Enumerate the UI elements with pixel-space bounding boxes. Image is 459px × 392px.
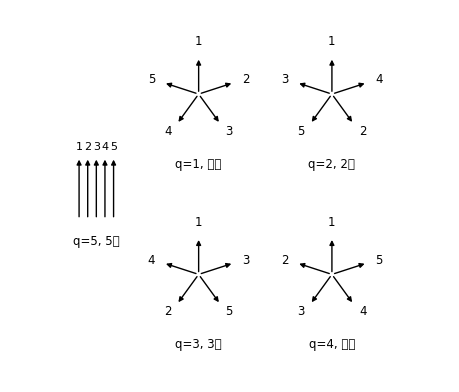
- Text: q=4, 负序: q=4, 负序: [308, 338, 354, 351]
- Text: 3: 3: [93, 142, 100, 152]
- Text: 4: 4: [164, 125, 171, 138]
- Text: 1: 1: [327, 216, 335, 229]
- Text: 1: 1: [195, 216, 202, 229]
- Text: q=5, 5序: q=5, 5序: [73, 235, 119, 248]
- Text: 2: 2: [164, 305, 171, 318]
- Text: 1: 1: [327, 35, 335, 48]
- Text: 1: 1: [75, 142, 83, 152]
- Text: 2: 2: [242, 73, 249, 86]
- Text: 5: 5: [110, 142, 117, 152]
- Text: 4: 4: [375, 73, 382, 86]
- Text: q=1, 正序: q=1, 正序: [175, 158, 221, 171]
- Text: 5: 5: [375, 254, 382, 267]
- Text: 3: 3: [297, 305, 304, 318]
- Text: 2: 2: [358, 125, 365, 138]
- Text: 3: 3: [242, 254, 249, 267]
- Text: 5: 5: [147, 73, 155, 86]
- Text: 2: 2: [84, 142, 91, 152]
- Text: 3: 3: [280, 73, 288, 86]
- Text: 3: 3: [225, 125, 232, 138]
- Text: 1: 1: [195, 35, 202, 48]
- Text: 2: 2: [280, 254, 288, 267]
- Text: 5: 5: [225, 305, 232, 318]
- Text: 4: 4: [101, 142, 108, 152]
- Text: q=2, 2序: q=2, 2序: [308, 158, 355, 171]
- Text: q=3, 3序: q=3, 3序: [175, 338, 222, 351]
- Text: 4: 4: [358, 305, 365, 318]
- Text: 4: 4: [147, 254, 155, 267]
- Text: 5: 5: [297, 125, 304, 138]
